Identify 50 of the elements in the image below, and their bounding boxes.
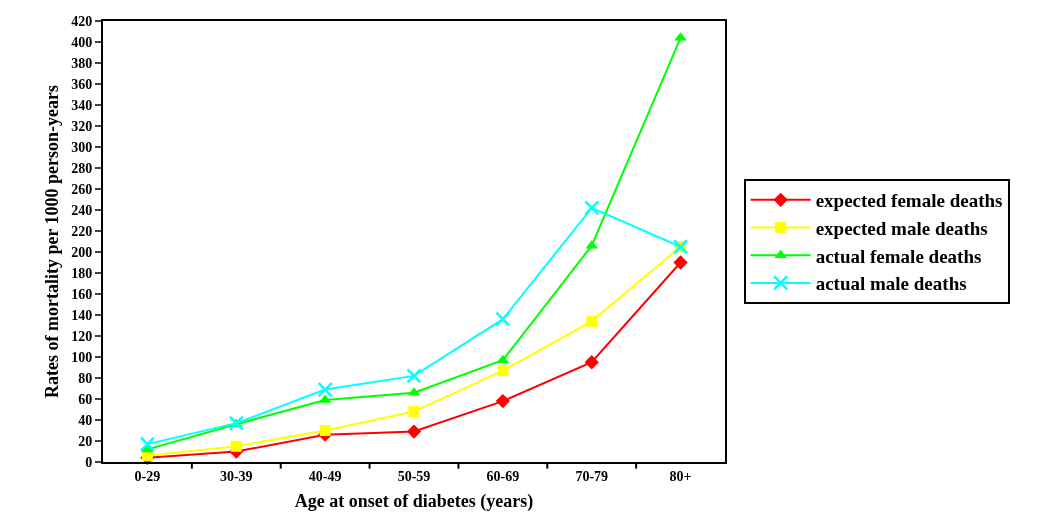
point: [495, 311, 511, 327]
y-tick-label: 300: [71, 139, 93, 155]
y-tick-label: 420: [71, 13, 93, 29]
point: [319, 425, 331, 436]
legend-label: actual male deaths: [815, 273, 967, 295]
point: [406, 424, 422, 439]
y-tick-label: 0: [85, 454, 93, 470]
y-tick-label: 140: [71, 307, 93, 323]
y-tick-label: 40: [78, 412, 93, 428]
x-tick-label: 0-29: [134, 468, 161, 484]
point: [317, 381, 333, 398]
y-tick-label: 20: [78, 433, 93, 449]
legend-label: expected male deaths: [815, 217, 988, 239]
point: [406, 368, 422, 384]
x-tick-label: 80+: [669, 468, 692, 484]
y-tick-label: 60: [78, 391, 93, 407]
point: [497, 365, 509, 377]
y-tick-label: 200: [71, 244, 93, 260]
point: [230, 440, 242, 452]
y-axis-title: Rates of mortality per 1000 person-years: [41, 84, 62, 399]
y-tick-label: 400: [71, 34, 93, 50]
point: [495, 393, 511, 409]
y-tick-label: 120: [71, 328, 93, 344]
point: [673, 255, 688, 270]
y-tick-label: 220: [71, 223, 93, 239]
x-tick-label: 30-39: [219, 468, 253, 484]
y-tick-label: 320: [71, 118, 93, 134]
y-tick-label: 340: [71, 97, 93, 113]
x-tick-label: 50-59: [397, 468, 431, 484]
x-tick-label: 40-49: [308, 468, 342, 484]
y-tick-label: 100: [71, 349, 93, 365]
point: [228, 415, 245, 431]
y-tick-label: 260: [71, 181, 93, 197]
legend-label: expected female deaths: [815, 190, 1003, 212]
y-tick-label: 240: [71, 202, 93, 218]
y-tick-label: 160: [71, 286, 93, 302]
x-tick-label: 70-79: [575, 468, 609, 484]
y-tick-label: 180: [71, 265, 93, 281]
x-tick-label: 60-69: [486, 468, 520, 484]
point: [586, 315, 598, 327]
y-tick-label: 80: [78, 370, 93, 386]
y-tick-label: 280: [71, 160, 93, 176]
point: [583, 200, 600, 216]
point: [139, 436, 156, 452]
point: [408, 406, 420, 418]
point: [584, 355, 599, 370]
y-tick-label: 380: [71, 55, 93, 71]
y-tick-label: 360: [71, 76, 93, 92]
legend-label: actual female deaths: [815, 245, 982, 267]
x-axis-title: Age at onset of diabetes (years): [294, 491, 534, 513]
